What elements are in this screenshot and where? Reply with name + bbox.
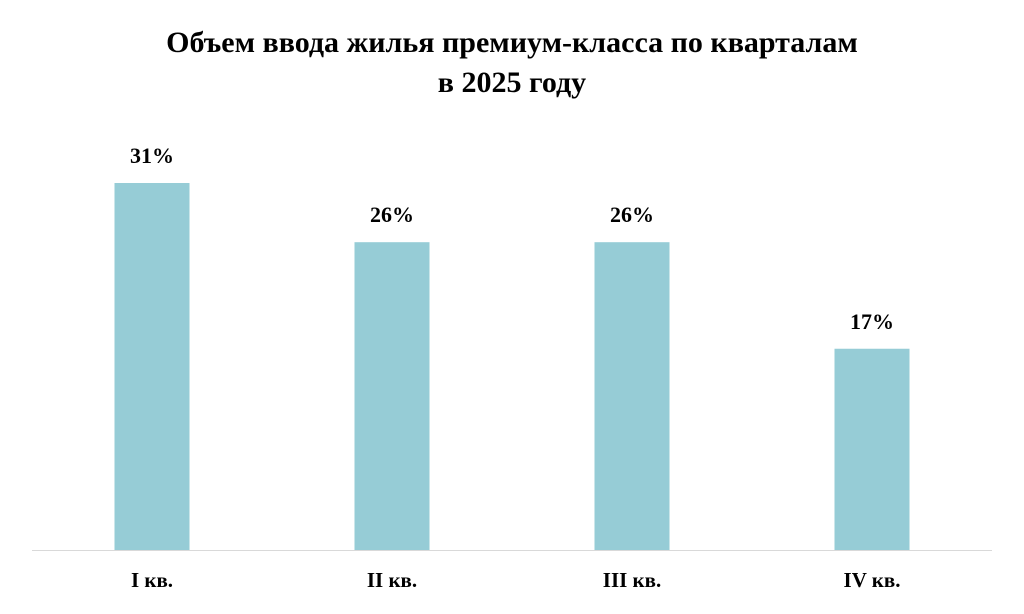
- bar: [114, 183, 190, 550]
- x-tick-label: II кв.: [367, 568, 417, 592]
- value-label: 31%: [130, 143, 174, 168]
- x-tick-label: IV кв.: [844, 568, 901, 592]
- bar: [354, 242, 430, 550]
- chart-title: Объем ввода жилья премиум-класса по квар…: [166, 26, 858, 59]
- chart-title: в 2025 году: [438, 66, 586, 99]
- value-label: 26%: [610, 202, 654, 227]
- bar: [594, 242, 670, 550]
- value-label: 26%: [370, 202, 414, 227]
- x-tick-label: I кв.: [131, 568, 173, 592]
- bar: [834, 348, 910, 550]
- value-label: 17%: [850, 309, 894, 334]
- x-tick-label: III кв.: [603, 568, 661, 592]
